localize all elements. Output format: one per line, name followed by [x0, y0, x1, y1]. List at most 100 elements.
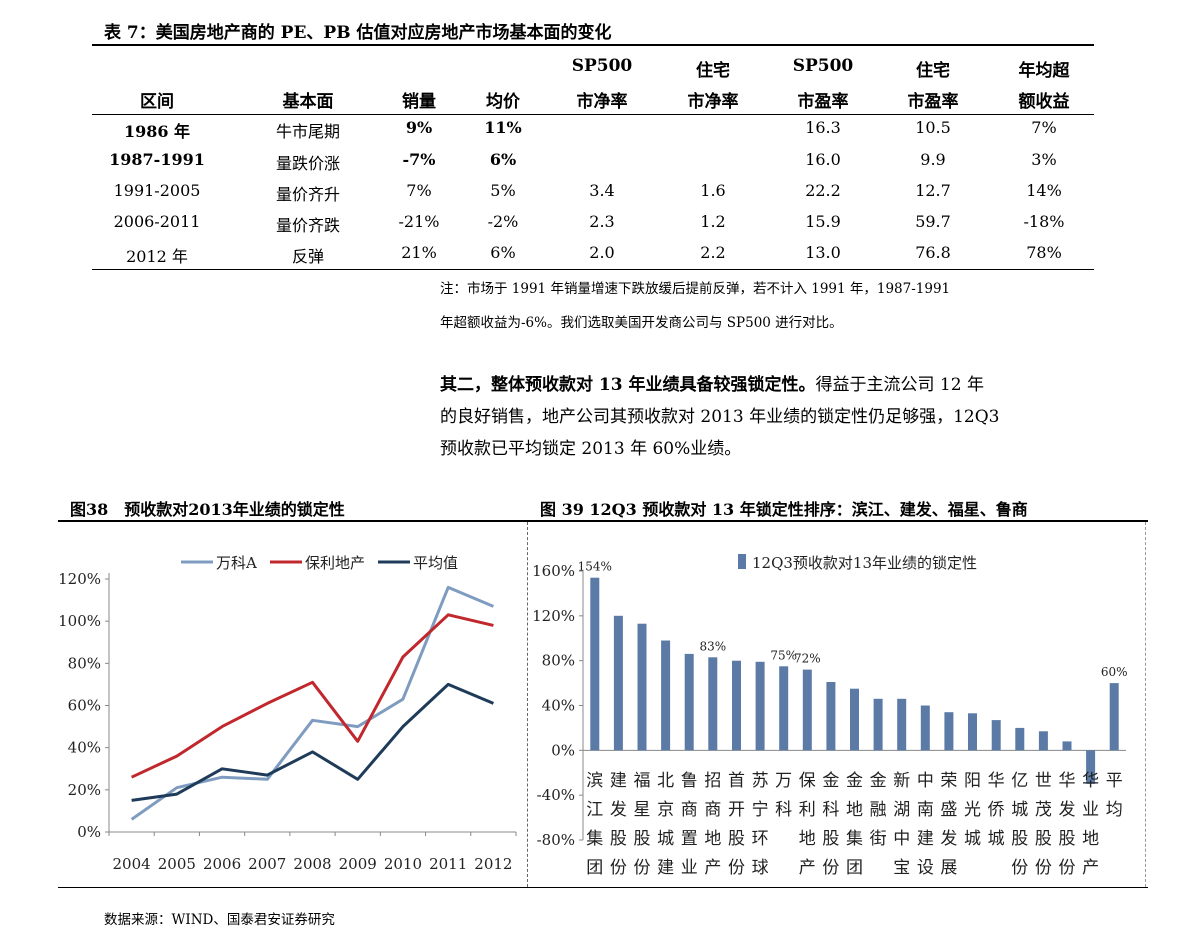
category-label-char: 金: [870, 771, 887, 791]
table-header-7-line2: 市盈率: [907, 92, 959, 112]
bar: [802, 669, 812, 751]
category-label-char: 份: [728, 858, 745, 878]
category-label-char: 城: [1011, 800, 1028, 820]
paragraph-line-3: 预收款已平均锁定 2013 年 60%业绩。: [440, 439, 742, 459]
table-header-1-line2: 基本面: [282, 92, 334, 112]
table-cell: 3.4: [589, 181, 615, 200]
bar: [968, 713, 977, 751]
category-label-char: 地: [1082, 829, 1099, 849]
bar: [708, 657, 718, 751]
table-header-2-line2: 销量: [402, 92, 436, 112]
y-tick-label: 160%: [532, 562, 575, 580]
category-label-char: 份: [1011, 858, 1028, 878]
table-cell: 2012 年: [126, 247, 188, 266]
data-label: 60%: [1101, 665, 1128, 679]
table-cell: 78%: [1026, 243, 1062, 262]
category-label-char: 中: [917, 771, 934, 791]
table-header-8-line2: 额收益: [1018, 92, 1070, 112]
bar: [1062, 741, 1072, 751]
table-note-line-1: 注：市场于 1991 年销量增速下跌放缓后提前反弹，若不计入 1991 年，19…: [440, 281, 951, 297]
category-label-char: 开: [728, 800, 745, 820]
table-header-4-line1: SP500: [571, 56, 633, 76]
data-label: 83%: [700, 639, 727, 653]
category-label-char: 滨: [586, 771, 603, 791]
figure-bottom-rule: [58, 887, 1148, 888]
category-label-char: 苏: [752, 771, 769, 791]
category-label-char: 中: [893, 829, 910, 849]
category-label-char: 业: [681, 858, 698, 878]
category-label-char: 股: [1035, 829, 1052, 849]
category-label-char: 融: [870, 800, 887, 820]
category-label-char: 招: [704, 771, 721, 791]
category-label-char: 世: [1035, 771, 1052, 791]
table-cell: 量价齐跌: [275, 216, 340, 235]
table-title: 表 7：美国房地产商的 PE、PB 估值对应房地产市场基本面的变化: [104, 23, 612, 43]
y-tick-label: 100%: [58, 612, 101, 630]
bar: [1109, 683, 1119, 751]
bar: [779, 666, 789, 751]
bar: [944, 712, 954, 751]
category-label-char: 业: [1082, 800, 1099, 820]
category-label-char: 鲁: [681, 771, 698, 791]
x-tick-label: 2008: [293, 855, 331, 873]
category-label-char: 利: [799, 800, 816, 820]
table-cell: 7%: [406, 181, 432, 200]
paragraph-line-1-rest: 得益于主流公司 12 年: [815, 375, 984, 395]
bar-chart: -80% -40% 0% 40% 80% 120% 160% 154% 83% 75%72% 60%…: [532, 554, 1128, 878]
bar: [1015, 727, 1025, 751]
bar: [873, 698, 883, 751]
y-tick-label: 80%: [542, 652, 575, 670]
y-tick-label: 40%: [68, 739, 101, 757]
table-header-8-line1: 年均超: [1018, 61, 1070, 81]
table-cell: 21%: [401, 243, 437, 262]
category-label-char: 宁: [752, 800, 769, 820]
category-label-char: 城: [657, 829, 674, 849]
legend-label: 万科A: [216, 554, 257, 572]
category-label-char: 设: [917, 858, 934, 878]
x-tick-label: 2010: [384, 855, 422, 873]
y-tick-label: 120%: [58, 570, 101, 588]
y-tick-label: -80%: [537, 831, 575, 849]
table-cell: 6%: [490, 243, 516, 262]
table-cell: 量价齐升: [275, 185, 340, 204]
bar: [850, 688, 859, 751]
table-cell: 14%: [1026, 181, 1062, 200]
category-label-char: 股: [634, 829, 651, 849]
bar: [661, 640, 671, 751]
table-cell: 1987-1991: [109, 150, 205, 169]
table-header-6-line1: SP500: [792, 56, 854, 76]
bar: [1086, 750, 1096, 784]
category-label-char: 地: [704, 829, 721, 849]
category-label-char: 城: [988, 829, 1005, 849]
legend-label: 保利地产: [305, 554, 365, 572]
y-tick-label: -40%: [537, 786, 575, 804]
category-label-char: 宝: [893, 858, 910, 878]
data-source: 数据来源：WIND、国泰君安证券研究: [104, 912, 335, 928]
category-label-char: 股: [1058, 829, 1075, 849]
category-label-char: 城: [964, 829, 981, 849]
legend-swatch: [738, 554, 746, 569]
bar: [613, 615, 623, 751]
paragraph-line-2: 的良好销售，地产公司其预收款对 2013 年业绩的锁定性仍足够强，12Q3: [440, 407, 1000, 427]
category-label-char: 股: [610, 829, 627, 849]
table-cell: 1.2: [700, 212, 726, 231]
table-cell: -18%: [1023, 212, 1065, 231]
y-tick-label: 80%: [68, 654, 101, 672]
category-label-char: 球: [752, 858, 769, 878]
table-cell: 9%: [405, 118, 433, 137]
x-tick-label: 2011: [429, 855, 467, 873]
category-label-char: 集: [586, 829, 603, 849]
table-cell: 11%: [484, 118, 522, 137]
table-cell: -21%: [398, 212, 440, 231]
figure-title-rule: [58, 520, 1148, 522]
paragraph-bold-lead: 其二，整体预收款对 13 年业绩具备较强锁定性。: [440, 375, 816, 395]
x-tick-label: 2004: [113, 855, 151, 873]
category-label-char: 股: [728, 829, 745, 849]
category-label-char: 发: [940, 829, 957, 849]
category-label-char: 团: [846, 858, 863, 878]
table-top-rule: [92, 44, 1094, 46]
category-label-char: 阳: [964, 771, 981, 791]
category-label-char: 建: [917, 829, 934, 849]
data-label: 154%: [578, 560, 612, 574]
category-label-char: 地: [846, 800, 863, 820]
